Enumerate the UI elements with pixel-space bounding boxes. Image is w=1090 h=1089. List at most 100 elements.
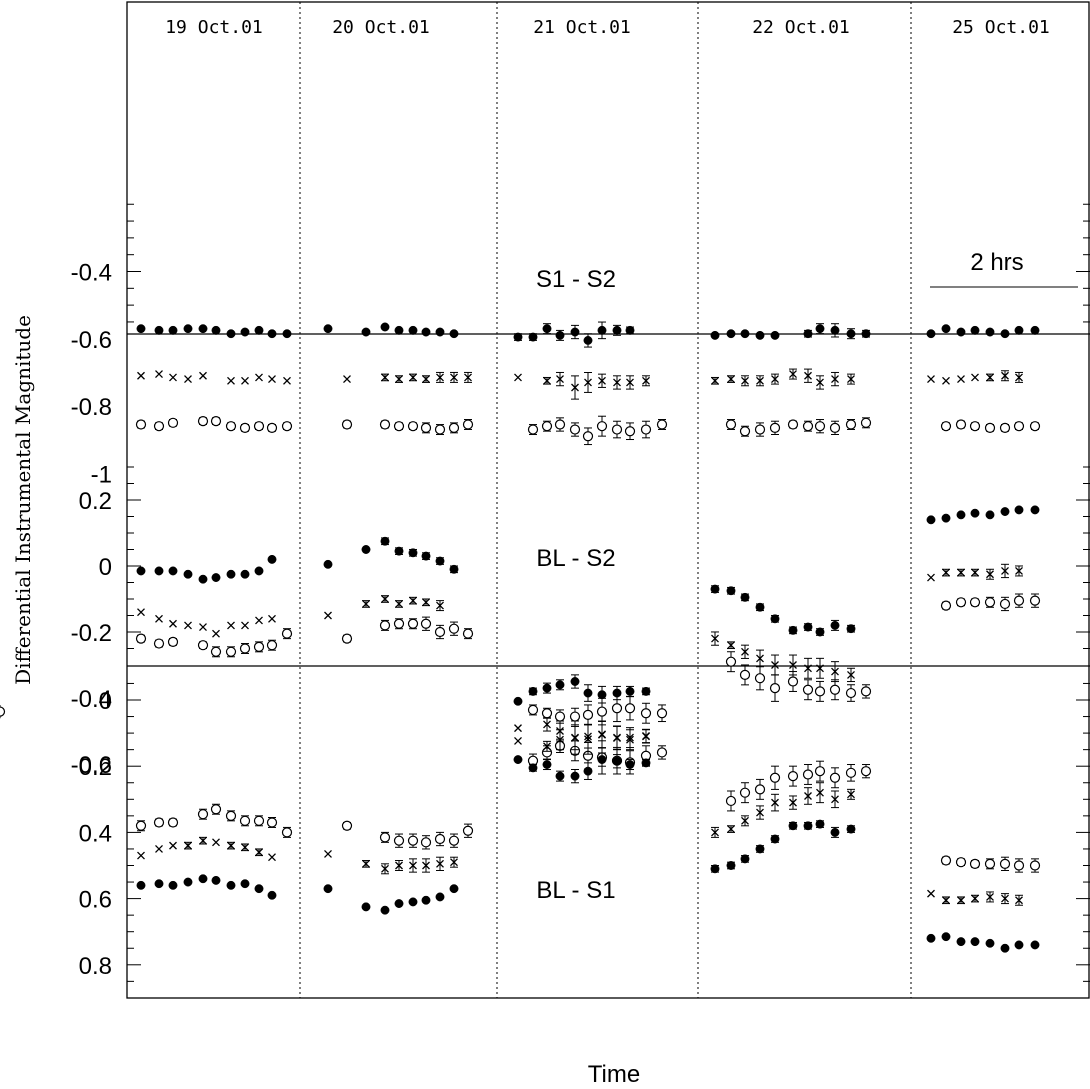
filled-circle-point [154,879,164,889]
axis-ticks: -1 -0.8 -0.6 -0.4 -0.6 -0.4 -0.2 0 0.2 0 0.2 0.4 0.6… [71,203,1090,982]
open-circle-point [769,422,781,433]
open-circle-point [1029,421,1041,432]
filled-circle-point [555,680,565,690]
cross-point [741,647,749,656]
cross-point [831,795,839,804]
filled-circle-point [435,892,445,902]
cross-point [409,373,417,382]
cross-point [199,371,207,380]
filled-circle-point [755,602,765,612]
filled-circle-point [926,515,936,525]
cross-point [831,375,839,384]
cross-point [957,896,965,905]
open-circle-point [969,858,981,869]
filled-circle-point [985,938,995,948]
xlabel: Time [588,1061,640,1088]
cross-point [727,825,735,834]
filled-circle-point [226,329,236,339]
open-circle-point [656,419,668,430]
filled-circle-point [985,327,995,337]
cross-point [556,735,564,744]
cross-point [450,858,458,867]
filled-circle-point [755,330,765,340]
cross-point [199,623,207,632]
filled-circle-point [941,324,951,334]
cross-point [464,373,472,382]
filled-circle-point [183,877,193,887]
cross-point [184,375,192,384]
cross-point [711,828,719,837]
open-circle-point [153,421,165,432]
cross-point [212,629,220,638]
tick-label: -0.6 [71,327,112,354]
cross-point [584,378,592,387]
cross-point [927,573,935,582]
open-circle-point [739,426,751,437]
tick-label: 0.4 [79,820,112,847]
open-circle-point [462,419,474,430]
open-circle-point [225,810,237,821]
filled-circle-point [755,844,765,854]
cross-point [847,790,855,799]
cross-point [395,599,403,608]
filled-circle-point [421,551,431,561]
open-circle-point [787,771,799,782]
open-circle-point [266,640,278,651]
open-circle-point [281,628,293,639]
cross-point [343,375,351,384]
cross-point [642,732,650,741]
filled-circle-point [740,329,750,339]
labels: Differential Instrumental Magnitude Time… [11,17,1078,1088]
open-circle-point [462,825,474,836]
open-circle-point [754,784,766,795]
filled-circle-point [240,879,250,889]
open-circle-point [197,640,209,651]
filled-circle-point [815,819,825,829]
cross-point [137,851,145,860]
cross-point [241,376,249,385]
open-circle-point [754,424,766,435]
cross-point [942,896,950,905]
cross-point [942,568,950,577]
cross-point [422,598,430,607]
cross-point [613,378,621,387]
open-circle-point [462,628,474,639]
filled-circle-point [597,755,607,765]
filled-circle-point [198,574,208,584]
cross-point [847,670,855,679]
open-circle-point [955,857,967,868]
open-circle-point [754,673,766,684]
open-circle-point [1013,421,1025,432]
open-circle-point [582,709,594,720]
filled-circle-point [254,884,264,894]
filled-circle-point [421,895,431,905]
open-circle-point [814,766,826,777]
filled-circle-point [641,686,651,696]
filled-circle-point [926,933,936,943]
filled-circle-point [970,937,980,947]
filled-circle-point [380,905,390,915]
cross-point [543,720,551,729]
open-circle-point [554,711,566,722]
filled-circle-point [583,335,593,345]
night-label-2: 20 Oct.01 [332,17,430,38]
cross-point [514,373,522,382]
filled-circle-point [226,569,236,579]
cross-point [227,376,235,385]
cross-point [1015,373,1023,382]
cross-point [381,373,389,382]
filled-circle-point [846,624,856,634]
open-circle-point [341,820,353,831]
cross-point [957,568,965,577]
cross-point [556,375,564,384]
open-circle-point [940,855,952,866]
cross-point [362,859,370,868]
open-circle-point [802,769,814,780]
filled-circle-point [449,329,459,339]
filled-circle-point [710,330,720,340]
filled-circle-point [254,566,264,576]
cross-point [450,373,458,382]
cross-point [241,843,249,852]
open-circle-point [725,419,737,430]
cross-point [727,641,735,650]
